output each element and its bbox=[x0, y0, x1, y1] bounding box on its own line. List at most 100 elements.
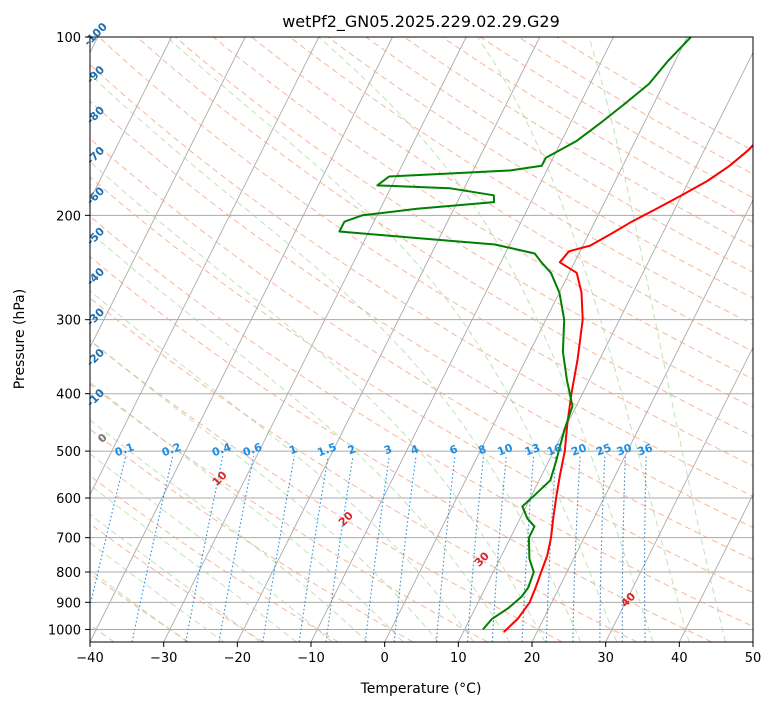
mixing-ratio-label: 0.2 bbox=[160, 440, 183, 459]
plot-background bbox=[90, 37, 753, 642]
x-tick-label: 30 bbox=[597, 651, 614, 666]
moist-adiabat-line bbox=[90, 231, 510, 642]
dry-adiabat-line bbox=[90, 176, 753, 594]
mixing-ratio-label: 25 bbox=[594, 441, 613, 458]
isotherm-line bbox=[531, 198, 753, 642]
plot-border bbox=[89, 36, 754, 643]
moist-adiabat-line bbox=[588, 37, 727, 642]
mixing-ratio-label: 6 bbox=[448, 442, 460, 457]
y-tick-label: 700 bbox=[56, 532, 81, 547]
dry-adiabat-line bbox=[90, 137, 753, 561]
moist-adiabat-line bbox=[318, 37, 654, 642]
y-tick-label: 800 bbox=[56, 566, 81, 581]
isotherm-line bbox=[457, 51, 753, 642]
mixing-ratio-label: 20 bbox=[569, 441, 588, 459]
dry-adiabat-line bbox=[90, 215, 753, 628]
moist-adiabat-line bbox=[90, 542, 225, 642]
dry-adiabat-line bbox=[90, 63, 753, 497]
moist-adiabat-line bbox=[90, 290, 475, 642]
x-tick-label: −40 bbox=[76, 651, 103, 666]
mixing-ratio-line bbox=[599, 456, 606, 642]
isotherm-line bbox=[384, 37, 688, 642]
mixing-ratio-label: 16 bbox=[545, 441, 564, 459]
dry-adiabat-line bbox=[90, 255, 712, 642]
isotherm-line bbox=[90, 37, 393, 642]
isotherm-line bbox=[678, 493, 753, 642]
plot-area bbox=[90, 37, 753, 642]
x-tick-label: −30 bbox=[150, 651, 177, 666]
isotherm-lines bbox=[90, 37, 753, 642]
dry-adiabat-line bbox=[90, 428, 414, 642]
isotherm-line bbox=[163, 37, 467, 642]
temperature-line bbox=[503, 143, 753, 633]
dry-adiabat-line bbox=[251, 37, 753, 353]
isotherm-line bbox=[90, 37, 320, 496]
y-tick-label: 400 bbox=[56, 388, 81, 403]
isotherm-line bbox=[90, 37, 246, 349]
y-tick-label: 200 bbox=[56, 209, 81, 224]
mixing-ratio-line bbox=[298, 456, 329, 642]
moist-adiabat-lines bbox=[90, 37, 727, 642]
dry-adiabat-line bbox=[98, 37, 753, 467]
chart-title: wetPf2_GN05.2025.229.02.29.G29 bbox=[282, 12, 560, 32]
dry-adiabat-line bbox=[90, 100, 753, 529]
x-axis-ticks: −40 −30 −20 −10 0 10 20 30 40 50 bbox=[76, 642, 761, 666]
x-tick-label: 40 bbox=[671, 651, 688, 666]
mixing-ratio-label: 30 bbox=[615, 441, 634, 459]
mixing-ratio-line bbox=[435, 456, 456, 642]
x-tick-label: 10 bbox=[450, 651, 467, 666]
y-axis-label: Pressure (hPa) bbox=[12, 289, 28, 389]
mixing-ratio-label: 2 bbox=[346, 442, 358, 457]
dry-adiabat-line bbox=[90, 475, 339, 642]
moist-adiabat-line bbox=[90, 419, 369, 642]
y-tick-label: 500 bbox=[56, 445, 81, 460]
moist-adiabat-line bbox=[166, 37, 618, 642]
x-tick-label: 20 bbox=[524, 651, 541, 666]
mixing-ratio-line bbox=[364, 456, 390, 642]
mixing-ratio-label: 10 bbox=[496, 441, 515, 459]
mixing-ratio-label: 0.6 bbox=[241, 440, 264, 459]
dry-adiabat-line bbox=[90, 297, 638, 642]
mixing-ratio-label: 1 bbox=[287, 442, 299, 457]
mixing-ratio-label: 0.4 bbox=[210, 440, 233, 459]
moist-adiabat-line bbox=[477, 37, 690, 642]
moist-adiabat-line bbox=[90, 339, 439, 642]
mixing-ratio-line bbox=[572, 456, 581, 642]
mixing-ratio-label: 13 bbox=[523, 441, 542, 458]
moist-adiabat-line bbox=[90, 453, 333, 642]
pressure-grid bbox=[90, 37, 753, 630]
plot-frame bbox=[89, 36, 754, 643]
mixing-ratio-line bbox=[644, 456, 647, 642]
dry-adiabat-lines bbox=[90, 37, 753, 642]
mixing-ratio-line bbox=[621, 456, 626, 642]
moist-adiabat-line bbox=[90, 513, 261, 642]
y-tick-label: 900 bbox=[56, 596, 81, 611]
dry-adiabat-line bbox=[90, 383, 488, 642]
x-tick-label: 0 bbox=[381, 651, 389, 666]
mixing-ratio-label: 3 bbox=[382, 443, 394, 458]
mixing-ratio-line bbox=[466, 456, 485, 642]
x-tick-label: −20 bbox=[224, 651, 251, 666]
mixing-ratio-label: 0.1 bbox=[113, 440, 136, 459]
dry-adiabat-line bbox=[90, 572, 190, 642]
x-tick-label: −10 bbox=[297, 651, 324, 666]
isotherm-line bbox=[90, 37, 172, 202]
mixing-ratio-labels: 0.1 0.2 0.4 0.6 1 1.5 2 3 4 6 8 10 13 16 20 25 30 36 bbox=[113, 440, 655, 459]
mixing-ratio-label: 4 bbox=[409, 442, 421, 457]
moist-adiabat-line bbox=[90, 160, 546, 642]
mixing-ratio-line bbox=[325, 456, 354, 642]
x-axis-label: Temperature (°C) bbox=[360, 681, 482, 697]
isotherm-line bbox=[605, 346, 753, 642]
dry-adiabat-line bbox=[212, 37, 753, 380]
mixing-ratio-line bbox=[393, 456, 417, 642]
moist-adiabat-line bbox=[90, 73, 582, 642]
moist-adiabat-line bbox=[90, 569, 188, 642]
dry-adiabat-line bbox=[90, 339, 563, 642]
mixing-ratio-line bbox=[545, 456, 557, 642]
x-tick-label: 50 bbox=[745, 651, 762, 666]
isotherm-line bbox=[236, 37, 541, 642]
mixing-ratio-label: 1.5 bbox=[316, 440, 339, 459]
y-tick-label: 300 bbox=[56, 314, 81, 329]
dewpoint-line bbox=[338, 37, 692, 631]
